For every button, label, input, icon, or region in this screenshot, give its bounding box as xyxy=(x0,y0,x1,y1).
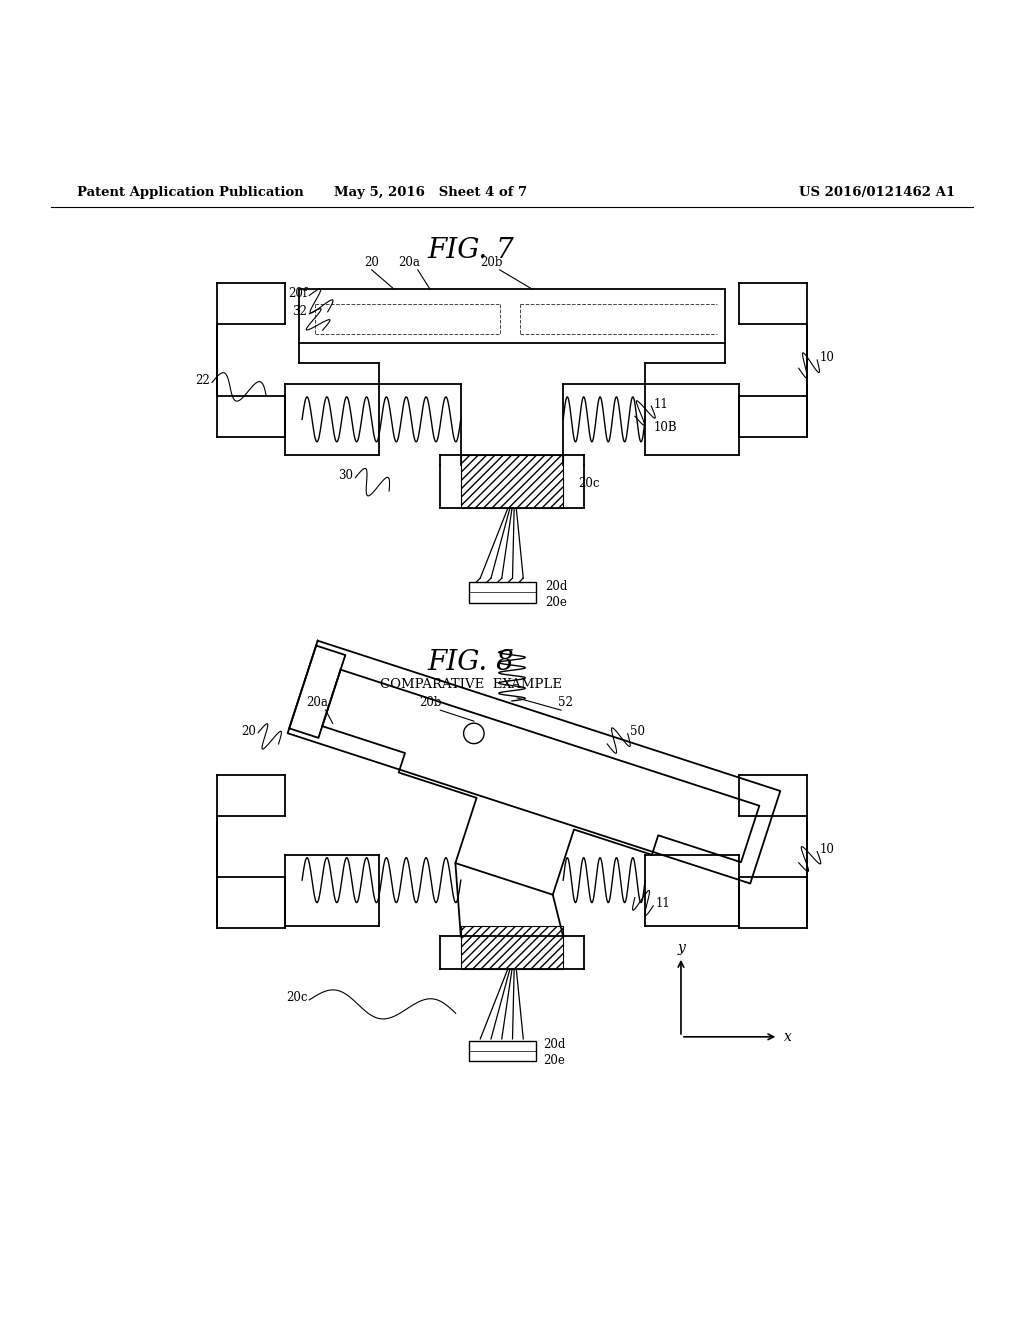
Text: 20a: 20a xyxy=(398,256,421,269)
Text: 20c: 20c xyxy=(579,478,600,490)
Text: 10B: 10B xyxy=(653,421,677,434)
Bar xyxy=(461,455,563,508)
Text: 20e: 20e xyxy=(545,597,566,609)
Text: 11: 11 xyxy=(653,397,668,411)
Text: 50: 50 xyxy=(630,725,645,738)
Text: x: x xyxy=(784,1030,793,1044)
Text: 10: 10 xyxy=(819,351,835,364)
Text: 10: 10 xyxy=(819,843,835,855)
Text: 20a: 20a xyxy=(306,696,329,709)
Text: Patent Application Publication: Patent Application Publication xyxy=(77,186,303,198)
Text: y: y xyxy=(677,941,685,954)
Bar xyxy=(469,582,536,603)
Text: 20d: 20d xyxy=(545,579,567,593)
Bar xyxy=(461,927,563,969)
Text: 20e: 20e xyxy=(543,1053,564,1067)
Text: 20d: 20d xyxy=(543,1038,565,1051)
Bar xyxy=(299,289,725,343)
Text: 22: 22 xyxy=(196,374,210,387)
Text: 11: 11 xyxy=(655,898,670,911)
Text: 20b: 20b xyxy=(480,256,503,269)
Text: COMPARATIVE  EXAMPLE: COMPARATIVE EXAMPLE xyxy=(380,678,562,692)
Text: 20c: 20c xyxy=(286,991,307,1005)
Text: 52: 52 xyxy=(558,696,573,709)
Bar xyxy=(469,1041,536,1061)
Text: 20f: 20f xyxy=(288,286,307,300)
Text: 20b: 20b xyxy=(419,696,441,709)
Text: 20: 20 xyxy=(365,256,379,269)
Text: 30: 30 xyxy=(338,469,353,482)
Text: 20: 20 xyxy=(241,725,256,738)
Text: FIG. 7: FIG. 7 xyxy=(428,236,514,264)
Text: 32: 32 xyxy=(292,305,307,318)
Text: May 5, 2016   Sheet 4 of 7: May 5, 2016 Sheet 4 of 7 xyxy=(334,186,526,198)
Text: FIG. 8: FIG. 8 xyxy=(428,648,514,676)
Text: US 2016/0121462 A1: US 2016/0121462 A1 xyxy=(799,186,954,198)
